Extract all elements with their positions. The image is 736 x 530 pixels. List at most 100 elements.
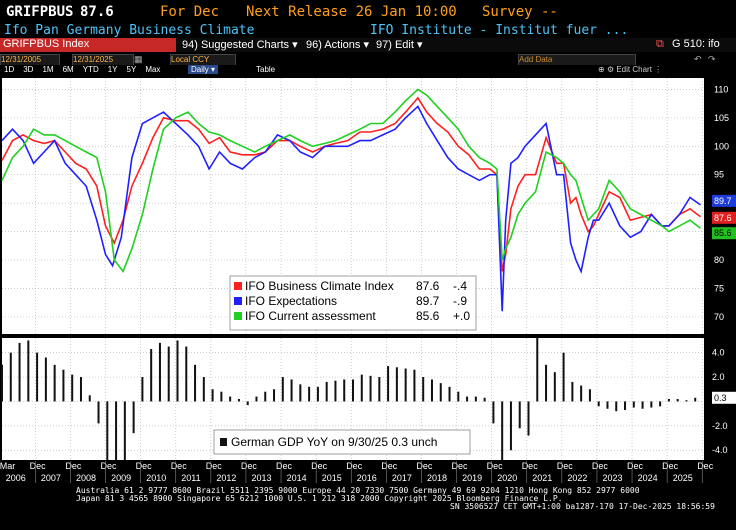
price: 87.6 [80,4,114,20]
range-button-max[interactable]: Max [145,65,161,74]
y-tick-label: 70 [714,312,724,322]
business-climate-tag [712,211,736,224]
legend-entry-value: 87.6 [416,279,440,293]
gdp-bar [176,340,179,402]
gdp-bar [308,386,311,402]
gdp-bar [325,381,328,402]
legend-entry-value: 85.6 [416,309,440,323]
legend-entry-change: +.0 [453,309,470,323]
gdp-bar [246,401,249,406]
suggested-charts-menu[interactable]: 94) Suggested Charts ▾ [182,39,298,51]
x-tick-label-year: 2007 [41,473,61,483]
more-icon[interactable]: ⋮ [654,65,663,74]
edit-chart-button[interactable]: Edit Chart [616,65,652,74]
ticker: GRIFPBUS [6,4,74,20]
for-label: For Dec [160,4,220,20]
legend-box [229,275,477,331]
x-tick-label-year: 2021 [532,473,552,483]
x-tick-label-year: 2006 [6,473,26,483]
x-tick-label-month: Dec [592,461,609,471]
x-tick-label-year: 2018 [427,473,447,483]
range-buttons: 1D 3D 1M 6M YTD 1Y 5Y Max [0,65,169,74]
x-tick-label-month: Dec [136,461,153,471]
gdp-bar [553,372,556,402]
x-tick-label-year: 2025 [673,473,693,483]
y-tick-label: 4.0 [712,348,725,358]
calendar-icon[interactable]: ▦ [134,54,143,64]
gdp-bar [27,340,30,402]
expectations-tag-label: 89.7 [714,196,732,206]
gdp-bar [71,374,74,402]
gdp-bar [229,396,232,402]
x-tick-label-month: Dec [451,461,468,471]
range-button-ytd[interactable]: YTD [82,65,99,74]
legend-entry-value: 89.7 [416,294,440,308]
gdp-bar [395,367,398,402]
gdp-bar [369,375,372,402]
gdp-bar [422,377,425,402]
x-tick-label-year: 2009 [111,473,131,483]
edit-menu[interactable]: 97) Edit ▾ [376,39,423,51]
table-button[interactable]: Table [256,65,276,74]
y-tick-label: 80 [714,255,724,265]
gdp-bar [650,401,653,408]
gdp-bar [264,391,267,402]
y-tick-label: 110 [714,84,728,94]
range-button-5y[interactable]: 5Y [126,65,137,74]
legend-entry-change: -.9 [453,294,467,308]
gdp-bar [624,401,627,410]
external-link-icon[interactable]: ⧉ [656,38,664,50]
gdp-legend-swatch [220,438,227,446]
range-button-6m[interactable]: 6M [62,65,74,74]
x-tick-label-month: Dec [416,461,433,471]
chevron-down-icon: ▾ [292,39,298,51]
gdp-bar [536,338,539,402]
x-tick-label-year: 2011 [181,473,200,483]
gdp-bar [9,352,12,402]
range-button-1y[interactable]: 1Y [107,65,118,74]
gdp-bar [659,401,662,407]
source: IFO Institute - Institut fuer ... [370,23,629,38]
gdp-bar [1,364,3,402]
legend-entry-name: IFO Expectations [245,294,337,308]
zoom-icon[interactable]: ⊕ [598,65,605,74]
x-tick-label-year: 2020 [497,473,517,483]
gdp-bar [430,379,433,402]
undo-icon[interactable]: ↶ [694,54,702,64]
gdp-bar [18,342,21,402]
y-tick-label: 100 [714,141,729,151]
gdp-bar [141,377,144,402]
gdp-bar [316,386,319,402]
index-label[interactable]: GRIFPBUS Index [0,38,176,52]
legend-swatch [234,282,242,290]
x-tick-label-year: 2008 [76,473,96,483]
gdp-bar [474,396,477,402]
expectations-tag [712,194,736,207]
x-tick-label-month: Dec [276,461,293,471]
x-tick-label-month: Dec [311,461,328,471]
gdp-bar [448,386,451,402]
range-button-1m[interactable]: 1M [42,65,54,74]
settings-icon[interactable]: ⚙ [606,65,615,74]
gdp-bar [562,352,565,402]
actions-menu[interactable]: 96) Actions ▾ [306,39,370,51]
chart-tools: ⊕ ⚙ Edit Chart ⋮ [598,65,662,74]
redo-icon[interactable]: ↷ [708,54,716,64]
gdp-bar [667,399,670,402]
legend-swatch [234,297,242,305]
period-select[interactable]: Daily ▾ [188,65,219,74]
range-button-1d[interactable]: 1D [4,65,15,74]
gdp-bar [299,384,302,402]
range-button-3d[interactable]: 3D [23,65,34,74]
gdp-bar [360,374,363,402]
y-tick-label: 2.0 [712,372,725,382]
next-release: Next Release 26 Jan 10:00 [246,4,457,20]
gdp-bar [281,377,284,402]
gdp-bar [676,399,679,402]
gdp-bar [88,395,91,402]
gdp-bar [237,399,240,402]
footer-session: SN 3506527 CET GMT+1:00 ba1287-170 17-De… [450,502,715,511]
x-tick-label-year: 2015 [322,473,342,483]
gdp-bar [202,377,205,402]
gdp-bar [290,379,293,402]
